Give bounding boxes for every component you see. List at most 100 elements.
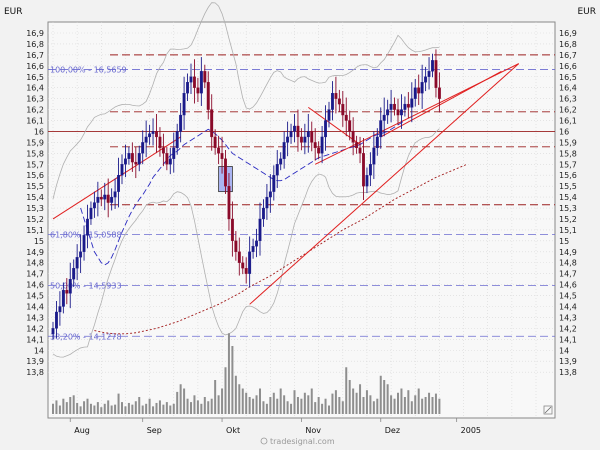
volume-bar (338, 397, 341, 414)
candle-body (230, 218, 234, 242)
volume-bar (200, 403, 203, 414)
moving-averages (80, 120, 468, 335)
candle-body (379, 120, 383, 138)
volume-bar (107, 400, 110, 414)
candle-body (396, 109, 400, 116)
volume-bar (362, 397, 365, 414)
volume-bar (386, 384, 389, 414)
x-tick-label: Nov (305, 426, 321, 435)
volume-bar (183, 388, 186, 414)
volume-bar (307, 395, 310, 414)
y-axis-right: 16,9 16,8 16,7 16,6 16,5 16,4 16,3 16,2 16,116 15… (559, 29, 577, 377)
moving-average-fast (80, 120, 406, 266)
candle-body (155, 131, 158, 138)
candle-body (275, 164, 279, 176)
candle-body (268, 191, 272, 198)
volume-bar (196, 400, 199, 414)
volume-bar (296, 397, 299, 414)
volume-bar (96, 402, 99, 414)
candle-body (362, 153, 365, 187)
candle-body (65, 289, 69, 294)
volume-bar (390, 395, 393, 414)
volume-bar (179, 384, 182, 414)
y-tick-label-right: 16,1 (559, 117, 577, 126)
volume-bar (245, 392, 248, 414)
candle-body (137, 153, 141, 165)
candle-body (399, 109, 403, 116)
y-tick-label-right: 14,9 (559, 248, 577, 257)
volume-bar (58, 405, 61, 414)
volume-bar (141, 405, 144, 414)
volume-bar (172, 403, 175, 414)
y-tick-label-right: 14,2 (559, 324, 577, 333)
volume-bar (424, 397, 427, 414)
candle-body (58, 306, 62, 313)
volume-bar (89, 403, 92, 414)
volume-bar (331, 393, 334, 414)
bollinger-bands (52, 2, 440, 358)
candle-body (341, 103, 345, 116)
candle-body (89, 207, 93, 220)
volume-bar (334, 390, 337, 414)
bollinger-upper (52, 2, 440, 200)
y-tick-label-left: 14,7 (26, 270, 44, 279)
candle-body (330, 93, 334, 110)
y-tick-label-left: 13,9 (26, 357, 44, 366)
candle-body (196, 87, 200, 94)
candle-body (424, 76, 428, 83)
volume-bar (417, 388, 420, 414)
y-axis-left: 16,9 16,8 16,7 16,6 16,5 16,4 16,3 16,2 16,116 15… (26, 29, 44, 377)
candle-body (386, 109, 390, 116)
volume-bar (62, 398, 65, 414)
candle-body (124, 158, 127, 165)
y-tick-label-right: 14,8 (559, 259, 577, 268)
candle-body (334, 93, 338, 99)
candle-body (434, 60, 438, 88)
moving-average-slow (94, 163, 468, 335)
candle-body (210, 109, 214, 138)
candle-body (413, 87, 417, 99)
y-tick-label-right: 14,4 (559, 303, 577, 312)
x-tick-label: 2005 (461, 426, 481, 435)
y-tick-label-right: 14,3 (559, 313, 577, 322)
bollinger-lower (52, 128, 440, 358)
candle-body (324, 120, 327, 138)
candle-body (261, 207, 265, 220)
y-tick-label-right: 16,9 (559, 29, 577, 38)
volume-bar (193, 395, 196, 414)
volume-bar (290, 403, 293, 414)
plot-area (47, 21, 556, 419)
volume-bar (55, 400, 58, 414)
resize-handle-icon[interactable] (543, 405, 553, 415)
volume-bar (393, 398, 396, 414)
candle-body (130, 153, 134, 163)
volume-bar (348, 380, 351, 414)
volume-bar (303, 392, 306, 414)
y-tick-label-right: 16,3 (559, 95, 577, 104)
candlesticks (51, 49, 441, 340)
volume-bar (234, 375, 237, 414)
y-tick-label-right: 13,9 (559, 357, 577, 366)
y-tick-label-right: 16,4 (559, 84, 577, 93)
volume-bar (131, 404, 134, 414)
volume-bar (410, 401, 413, 414)
candle-body (206, 82, 210, 110)
y-tick-label-left: 14,9 (26, 248, 44, 257)
y-tick-label-left: 14,5 (26, 292, 44, 301)
y-tick-label-left: 13,8 (26, 368, 44, 377)
volume-bar (252, 398, 255, 414)
y-tick-label-left: 15,9 (26, 138, 44, 147)
y-tick-label-right: 15,8 (559, 149, 577, 158)
candle-body (279, 158, 283, 165)
volume-bar (186, 398, 189, 414)
fibonacci-label: 61,80% - 15,0588 (50, 230, 122, 239)
candle-body (303, 136, 307, 143)
candle-body (299, 136, 303, 143)
volume-bar (372, 401, 375, 414)
volume-bar (210, 398, 213, 414)
y-tick-label-right: 16,6 (559, 62, 577, 71)
candle-body (158, 136, 162, 149)
volume-bar (158, 400, 161, 414)
volume-bar (407, 390, 410, 414)
candle-body (179, 114, 183, 132)
